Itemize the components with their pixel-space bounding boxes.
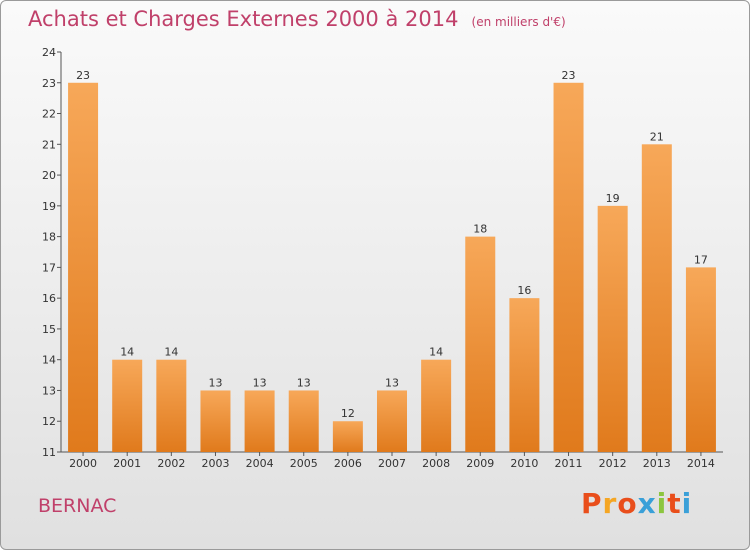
chart-axes: 11 12 13 14 15 16 17 18 19 20 21 22 23 24 bbox=[42, 46, 723, 459]
data-label: 19 bbox=[606, 192, 620, 205]
data-label: 21 bbox=[650, 130, 664, 143]
logo-letter: i bbox=[656, 487, 668, 520]
data-label: 13 bbox=[297, 376, 311, 389]
y-tick-label: 17 bbox=[42, 261, 56, 274]
commune-name: BERNAC bbox=[38, 495, 117, 517]
title-subtitle: (en milliers d'€) bbox=[471, 15, 566, 29]
x-tick-label: 2002 bbox=[157, 457, 185, 470]
y-tick-label: 24 bbox=[42, 46, 56, 59]
logo-letter: x bbox=[637, 487, 657, 520]
bar bbox=[597, 205, 628, 452]
data-label: 14 bbox=[164, 346, 178, 359]
x-tick-label: 2003 bbox=[201, 457, 229, 470]
data-label: 13 bbox=[208, 376, 222, 389]
logo-letter: t bbox=[667, 487, 682, 520]
logo-letter: r bbox=[602, 487, 618, 520]
x-tick-label: 2011 bbox=[555, 457, 583, 470]
y-tick-label: 13 bbox=[42, 384, 56, 397]
bar bbox=[68, 82, 99, 453]
logo-letter: o bbox=[617, 487, 638, 520]
x-tick-label: 2010 bbox=[510, 457, 538, 470]
bar bbox=[641, 144, 672, 453]
x-tick-label: 2004 bbox=[246, 457, 274, 470]
bar bbox=[332, 421, 363, 452]
chart-labels: 2000 23 2001 14 2002 14 2003 13 2004 13 2005 13 2006… bbox=[69, 69, 715, 470]
y-tick-label: 11 bbox=[42, 446, 56, 459]
y-tick-label: 14 bbox=[42, 354, 56, 367]
bar bbox=[156, 359, 187, 452]
bar bbox=[377, 390, 407, 452]
bar bbox=[244, 390, 275, 452]
data-label: 16 bbox=[517, 284, 531, 297]
y-tick-label: 12 bbox=[42, 415, 56, 428]
y-tick-label: 21 bbox=[42, 138, 56, 151]
x-tick-label: 2009 bbox=[466, 457, 494, 470]
title-main: Achats et Charges Externes 2000 à 2014 bbox=[28, 7, 459, 31]
logo-letter: P bbox=[581, 487, 603, 520]
data-label: 17 bbox=[694, 253, 708, 266]
data-label: 18 bbox=[473, 223, 487, 236]
bar bbox=[421, 359, 452, 452]
y-tick-label: 20 bbox=[42, 169, 56, 182]
chart-bars bbox=[68, 82, 716, 453]
x-tick-label: 2007 bbox=[378, 457, 406, 470]
x-tick-label: 2000 bbox=[69, 457, 97, 470]
x-tick-label: 2008 bbox=[422, 457, 450, 470]
data-label: 14 bbox=[429, 346, 443, 359]
bar bbox=[112, 359, 143, 452]
bar bbox=[465, 236, 496, 452]
bar bbox=[288, 390, 319, 452]
logo-letter: i bbox=[681, 487, 693, 520]
data-label: 13 bbox=[385, 376, 399, 389]
y-tick-label: 19 bbox=[42, 200, 56, 213]
data-label: 12 bbox=[341, 407, 355, 420]
y-tick-label: 16 bbox=[42, 292, 56, 305]
data-label: 23 bbox=[76, 69, 90, 82]
x-tick-label: 2012 bbox=[599, 457, 627, 470]
data-label: 23 bbox=[562, 69, 576, 82]
x-tick-label: 2005 bbox=[290, 457, 318, 470]
y-tick-label: 23 bbox=[42, 77, 56, 90]
data-label: 13 bbox=[253, 376, 267, 389]
bar bbox=[509, 298, 540, 452]
bar bbox=[553, 82, 584, 453]
y-tick-label: 22 bbox=[42, 108, 56, 121]
data-label: 14 bbox=[120, 346, 134, 359]
y-tick-label: 18 bbox=[42, 231, 56, 244]
y-tick-label: 15 bbox=[42, 323, 56, 336]
bar bbox=[685, 267, 716, 452]
x-tick-label: 2001 bbox=[113, 457, 141, 470]
x-tick-label: 2013 bbox=[643, 457, 671, 470]
x-tick-label: 2006 bbox=[334, 457, 362, 470]
bar bbox=[200, 390, 231, 452]
x-tick-label: 2014 bbox=[687, 457, 715, 470]
proxiti-logo[interactable]: Proxiti bbox=[581, 487, 692, 520]
chart-title: Achats et Charges Externes 2000 à 2014 (… bbox=[28, 7, 566, 31]
